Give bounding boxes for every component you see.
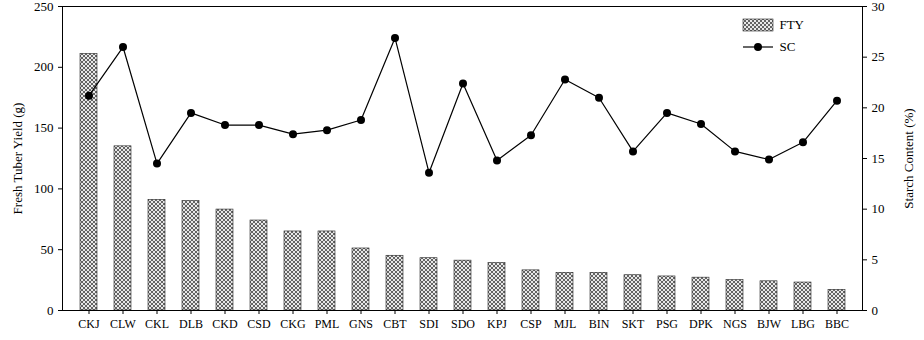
svg-text:CSP: CSP [520, 317, 542, 331]
svg-text:DPK: DPK [689, 317, 713, 331]
svg-text:CKJ: CKJ [78, 317, 100, 331]
svg-text:15: 15 [872, 151, 885, 166]
svg-text:CBT: CBT [383, 317, 407, 331]
svg-text:CKG: CKG [280, 317, 306, 331]
svg-text:CKL: CKL [145, 317, 169, 331]
svg-text:30: 30 [872, 0, 885, 14]
svg-text:Starch Content (%): Starch Content (%) [901, 108, 916, 208]
svg-text:200: 200 [34, 59, 54, 74]
html-text:SC: SC [779, 39, 796, 54]
svg-text:CLW: CLW [110, 317, 136, 331]
svg-text:25: 25 [872, 49, 885, 64]
svg-text:0: 0 [47, 303, 54, 318]
svg-text:20: 20 [872, 100, 885, 115]
svg-text:BBC: BBC [825, 317, 849, 331]
svg-text:100: 100 [34, 181, 54, 196]
svg-text:GNS: GNS [349, 317, 373, 331]
svg-text:10: 10 [872, 201, 885, 216]
svg-text:DLB: DLB [179, 317, 203, 331]
svg-text:NGS: NGS [723, 317, 747, 331]
svg-text:PML: PML [315, 317, 340, 331]
svg-text:KPJ: KPJ [487, 317, 507, 331]
svg-text:Fresh Tuber Yield (g): Fresh Tuber Yield (g) [10, 103, 25, 215]
svg-text:5: 5 [872, 252, 879, 267]
svg-text:SDI: SDI [419, 317, 438, 331]
svg-text:SDO: SDO [451, 317, 475, 331]
svg-text:150: 150 [34, 120, 54, 135]
svg-text:BJW: BJW [757, 317, 782, 331]
svg-text:LBG: LBG [791, 317, 815, 331]
svg-text:PSG: PSG [656, 317, 678, 331]
svg-text:SKT: SKT [622, 317, 645, 331]
svg-text:BIN: BIN [589, 317, 610, 331]
svg-text:50: 50 [41, 242, 54, 257]
svg-text:CSD: CSD [247, 317, 271, 331]
svg-text:0: 0 [872, 303, 879, 318]
svg-text:250: 250 [34, 0, 54, 14]
html-text:FTY: FTY [779, 17, 804, 32]
svg-text:CKD: CKD [212, 317, 238, 331]
svg-text:MJL: MJL [554, 317, 577, 331]
